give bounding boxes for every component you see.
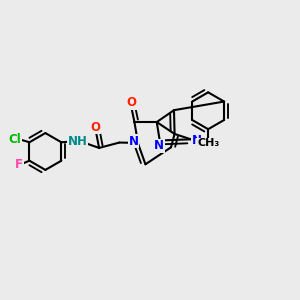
Text: O: O — [127, 96, 136, 109]
Text: N: N — [129, 135, 139, 148]
Text: CH₃: CH₃ — [197, 138, 219, 148]
Text: O: O — [91, 121, 101, 134]
Text: Cl: Cl — [9, 133, 22, 146]
Text: F: F — [15, 158, 23, 171]
Text: NH: NH — [68, 135, 87, 148]
Text: N: N — [154, 139, 164, 152]
Text: N: N — [192, 134, 202, 147]
